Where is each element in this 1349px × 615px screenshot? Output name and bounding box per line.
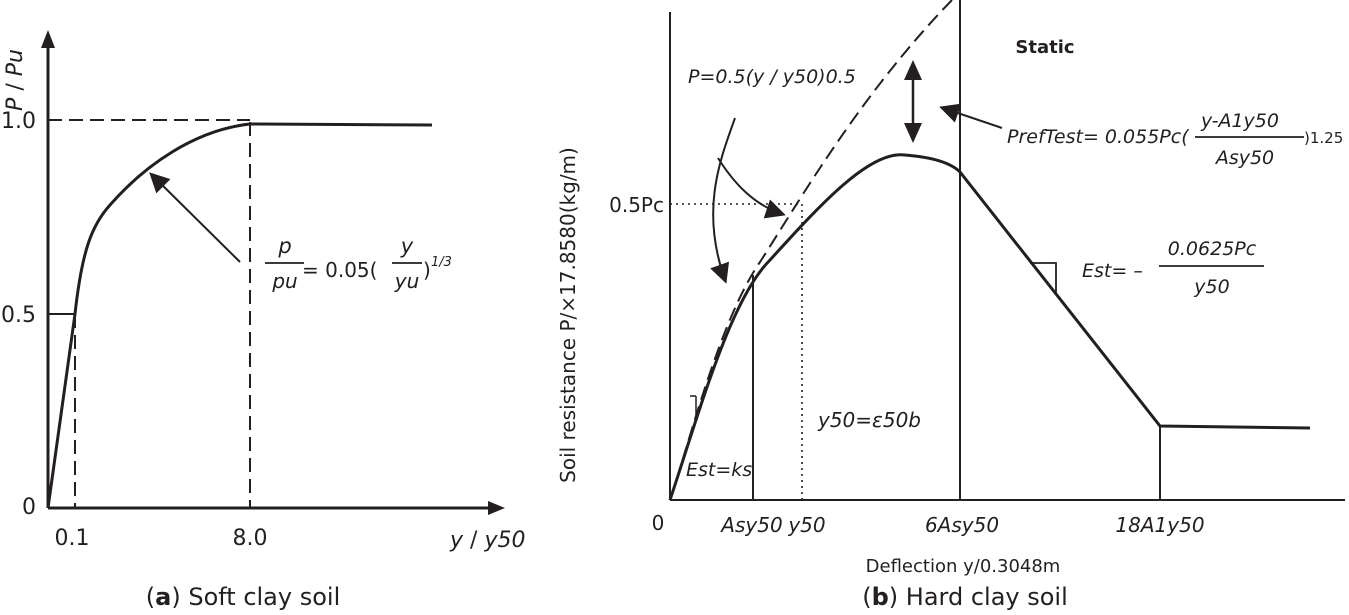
svg-text:0.0625Pc: 0.0625Pc bbox=[1168, 238, 1257, 260]
panel-a-formula: p pu = 0.05( y yu ) 1/3 bbox=[265, 234, 452, 293]
panel-b-caption: (b) Hard clay soil bbox=[862, 583, 1068, 611]
svg-text:pu: pu bbox=[271, 269, 297, 293]
panel-a-y-axis-label: P / Pu bbox=[3, 49, 28, 111]
panel-b-eq-ks: Est=ks bbox=[686, 459, 752, 481]
panel-a-caption: (a) Soft clay soil bbox=[146, 583, 341, 611]
panel-b-curved-arrow-1-icon bbox=[710, 117, 736, 284]
svg-text:y: y bbox=[400, 234, 414, 258]
panel-a-pointer-arrow-icon bbox=[149, 172, 241, 263]
svg-text:P / Pu: P / Pu bbox=[3, 49, 28, 111]
svg-text:PrefTest= 0.055Pc(: PrefTest= 0.055Pc( bbox=[1007, 126, 1190, 148]
panel-b-arrow-up-icon bbox=[904, 60, 922, 80]
panel-b-curve bbox=[668, 153, 1311, 501]
panel-b-xtick-18a1y50: 18A1y50 bbox=[1115, 513, 1204, 537]
panel-b-xtick-6asy50: 6Asy50 bbox=[925, 513, 999, 537]
panel-a-ytick-1: 1.0 bbox=[1, 109, 36, 134]
svg-text:y-A1y50: y-A1y50 bbox=[1200, 110, 1279, 132]
panel-a-xtick-8: 8.0 bbox=[233, 526, 268, 551]
panel-b-ref-pointer-arrow-icon bbox=[939, 103, 1003, 129]
panel-a-x-axis-label: y / y50 bbox=[449, 528, 525, 553]
panel-a-ytick-05: 0.5 bbox=[1, 303, 36, 328]
panel-b-ytick-05pc: 0.5Pc bbox=[609, 193, 664, 217]
panel-b-eq-est: Est= – 0.0625Pc y50 bbox=[1082, 238, 1264, 298]
panel-b-static-label: Static bbox=[1015, 37, 1074, 58]
svg-text:p: p bbox=[277, 234, 291, 258]
panel-b-xtick-asy50: Asy50 bbox=[719, 513, 782, 537]
svg-text:= 0.05(: = 0.05( bbox=[302, 258, 377, 282]
panel-b-origin: 0 bbox=[652, 511, 665, 535]
panel-b-curved-arrow-2-icon bbox=[717, 157, 786, 219]
svg-text:y50: y50 bbox=[1193, 276, 1229, 298]
panel-b-hard-clay: Static Soil resistance P/×17.8580(kg/m) … bbox=[556, 0, 1345, 611]
svg-text:Est= –: Est= – bbox=[1082, 260, 1143, 282]
panel-b-xtick-y50: y50 bbox=[787, 513, 825, 537]
panel-b-eq-ref: PrefTest= 0.055Pc( y-A1y50 Asy50 )1.25 bbox=[1007, 110, 1343, 169]
panel-a-ytick-0: 0 bbox=[22, 495, 36, 520]
panel-b-eq-y50: y50=ε50b bbox=[817, 408, 921, 432]
svg-text:Asy50: Asy50 bbox=[1214, 147, 1274, 169]
panel-a-y-axis-arrow-icon bbox=[41, 30, 55, 48]
panel-a-xtick-01: 0.1 bbox=[55, 526, 90, 551]
panel-b-eq-initial: P=0.5(y / y50)0.5 bbox=[688, 66, 856, 88]
svg-text:yu: yu bbox=[394, 269, 420, 293]
panel-b-slope-mark bbox=[1030, 262, 1057, 294]
panel-b-dashed-curve bbox=[669, 0, 953, 501]
svg-text:)1.25: )1.25 bbox=[1304, 129, 1343, 147]
panel-a-x-axis-arrow-icon bbox=[488, 501, 505, 515]
panel-b-x-axis-label: Deflection y/0.3048m bbox=[866, 556, 1061, 577]
panel-b-y-axis-label: Soil resistance P/×17.8580(kg/m) bbox=[556, 147, 580, 483]
panel-a-soft-clay: P / Pu 1.0 0.5 0 0.1 8.0 y / y50 p pu = … bbox=[1, 30, 525, 611]
svg-text:1/3: 1/3 bbox=[431, 255, 452, 270]
panel-b-arrow-down-icon bbox=[904, 123, 922, 143]
panel-a-curve bbox=[46, 122, 433, 509]
svg-text:): ) bbox=[423, 258, 431, 282]
